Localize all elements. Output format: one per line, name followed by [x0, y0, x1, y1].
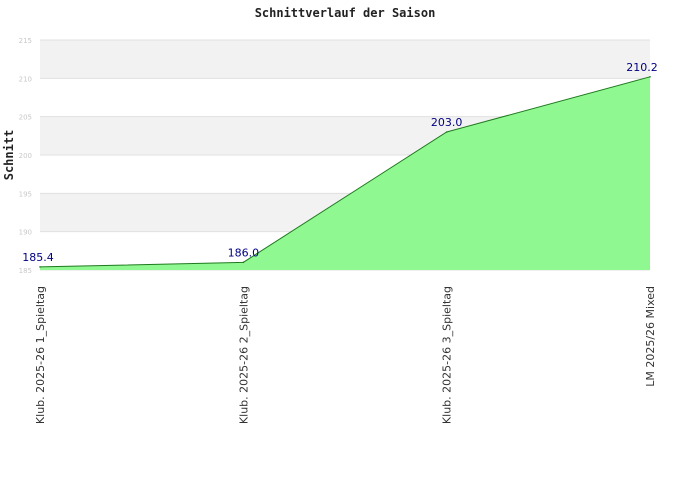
- y-tick-label: 215: [19, 37, 32, 45]
- y-tick-label: 210: [19, 75, 32, 83]
- y-tick-label: 200: [19, 152, 32, 160]
- data-point: [445, 131, 448, 133]
- chart-title: Schnittverlauf der Saison: [255, 6, 436, 20]
- y-tick-label: 190: [19, 229, 32, 237]
- series-area: [39, 76, 651, 270]
- series-line: [39, 76, 651, 268]
- y-tick-label: 185: [19, 267, 32, 275]
- data-label: 203.0: [431, 116, 463, 129]
- x-tick-label: Klub. 2025-26 3_Spieltag: [441, 286, 454, 424]
- x-tick-label: LM 2025/26 Mixed: [644, 286, 657, 387]
- y-tick-label: 205: [19, 114, 32, 122]
- x-tick-labels: Klub. 2025-26 1_Spieltag Klub. 2025-26 2_…: [34, 286, 657, 424]
- plot-band: [40, 40, 650, 79]
- data-label: 186.0: [228, 246, 260, 259]
- y-axis-label: Schnitt: [2, 130, 16, 181]
- area-fill: [40, 76, 650, 270]
- data-point: [649, 76, 651, 78]
- y-tick-label: 195: [19, 190, 32, 198]
- x-tick-label: Klub. 2025-26 2_Spieltag: [237, 286, 250, 424]
- data-label: 210.2: [626, 61, 658, 74]
- data-label: 185.4: [22, 251, 54, 264]
- data-point: [242, 261, 245, 264]
- data-labels: 185.4 186.0 203.0 210.2: [22, 61, 658, 264]
- y-tick-labels: 185 190 195 200 205 210 215: [19, 37, 32, 275]
- data-point: [39, 266, 41, 268]
- x-tick-label: Klub. 2025-26 1_Spieltag: [34, 286, 47, 424]
